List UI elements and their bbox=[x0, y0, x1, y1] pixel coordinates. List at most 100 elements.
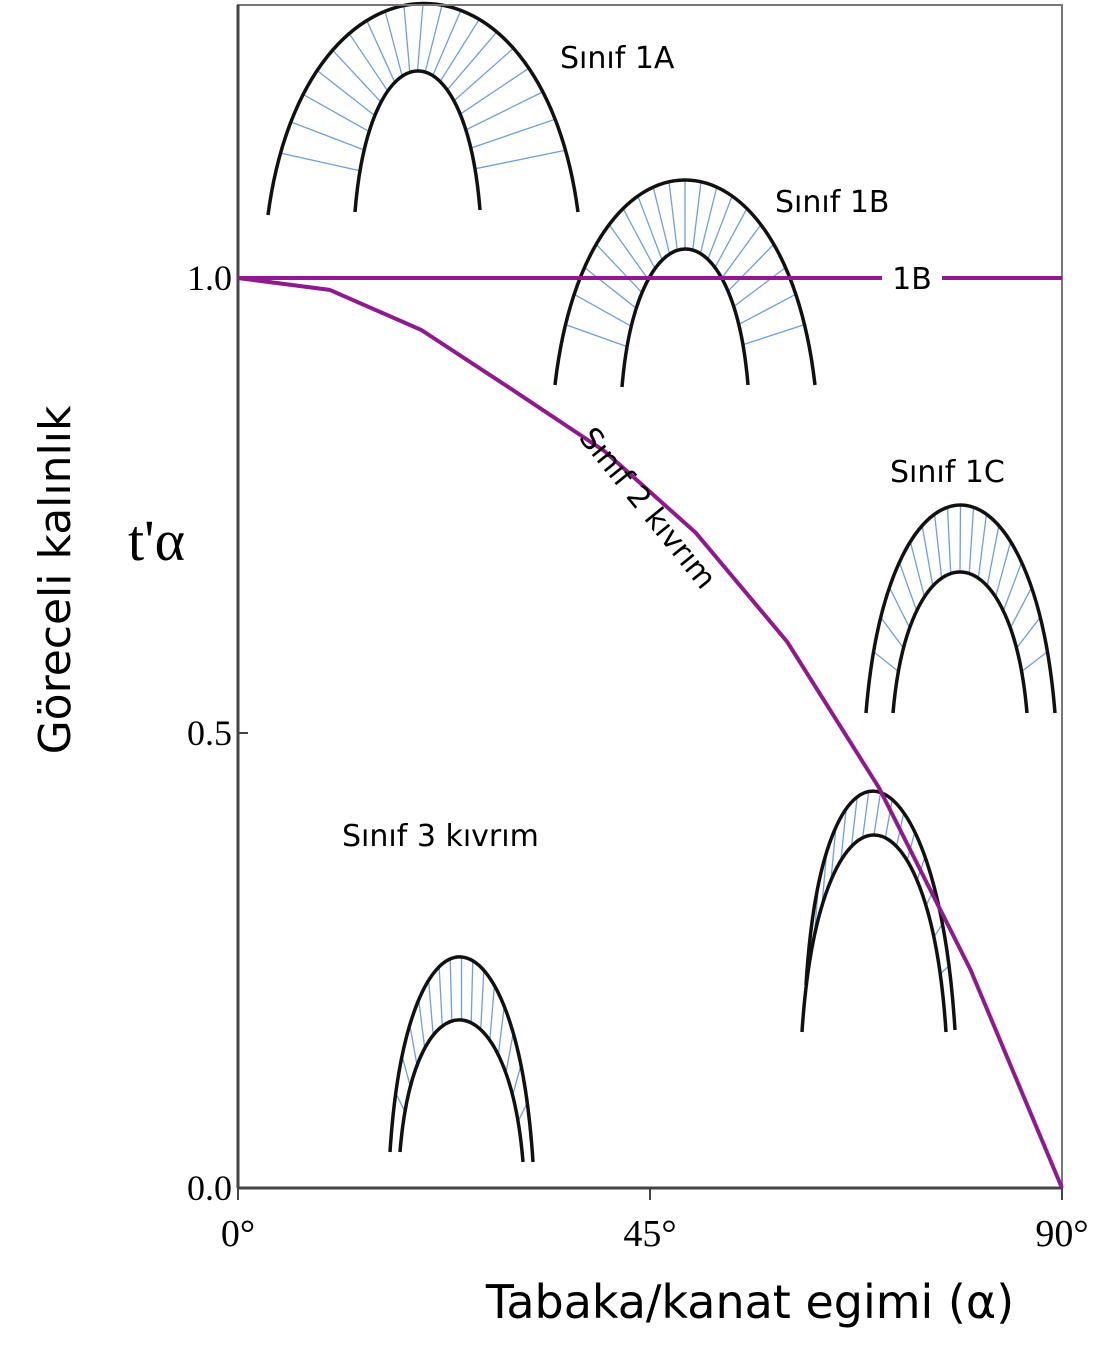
fold-isogon bbox=[668, 181, 678, 251]
fold-isogon bbox=[280, 152, 361, 172]
fold-isogon bbox=[830, 827, 837, 881]
fold-isogon bbox=[595, 243, 643, 294]
label-bg bbox=[882, 258, 942, 298]
fold-isogon bbox=[401, 1056, 412, 1087]
fold-isogon bbox=[470, 118, 556, 149]
fold-isogon bbox=[721, 224, 762, 279]
fold-isogon bbox=[438, 966, 443, 1027]
fold-isogon bbox=[933, 514, 943, 579]
fold-isogon bbox=[395, 1093, 406, 1113]
y-symbol: t'α bbox=[128, 508, 185, 573]
fold-isogon bbox=[742, 324, 805, 346]
fold-isogon bbox=[608, 224, 649, 280]
fold-isogon bbox=[994, 541, 1012, 598]
fold-layer bbox=[553, 178, 817, 386]
x-axis-label: Tabaka/kanat egimi (α) bbox=[485, 1275, 1014, 1329]
x-tick-label: 90° bbox=[1035, 1213, 1088, 1255]
fold-isogon bbox=[909, 541, 926, 598]
fold-isogon bbox=[511, 1064, 522, 1096]
fold-isogon bbox=[906, 831, 916, 861]
fold-isogon bbox=[959, 504, 962, 573]
fold-isogon bbox=[302, 93, 370, 133]
fold-isogon bbox=[432, 10, 462, 76]
fold-isogon bbox=[977, 514, 988, 579]
fold-isogon bbox=[418, 999, 426, 1049]
fold-isogon bbox=[480, 970, 485, 1030]
fold-isogon bbox=[692, 181, 702, 251]
fold-isogon bbox=[652, 186, 671, 255]
fold-isogon bbox=[446, 31, 498, 91]
fold-isogon bbox=[497, 1006, 505, 1055]
plot-frame bbox=[237, 4, 1063, 1189]
fold-isogon bbox=[366, 20, 396, 83]
fold-isogon bbox=[873, 792, 882, 836]
fold-isogon bbox=[316, 69, 376, 117]
fold-isogon bbox=[733, 266, 786, 308]
fold-isogon bbox=[727, 243, 775, 292]
fold-isogon bbox=[348, 33, 389, 92]
fold-isogon bbox=[505, 1032, 514, 1074]
fold-isogon bbox=[474, 149, 566, 170]
x-tick-label: 0° bbox=[221, 1213, 255, 1255]
fold-layer bbox=[266, 1, 580, 216]
fold-isogon bbox=[424, 4, 443, 73]
fold-isogon bbox=[986, 525, 1000, 587]
fold-isogon bbox=[1009, 587, 1033, 629]
series-label: 1B bbox=[892, 262, 932, 297]
fold-layer bbox=[800, 833, 948, 1033]
fold-isogon bbox=[290, 121, 365, 151]
x-tick-label: 45° bbox=[623, 1213, 676, 1255]
y-axis-label: Göreceli kalınlık bbox=[30, 405, 81, 754]
fold-isogon bbox=[517, 1102, 528, 1122]
fold-isogon bbox=[714, 208, 748, 268]
y-tick-label: 1.0 bbox=[187, 258, 232, 298]
fold-isogon bbox=[1021, 651, 1048, 673]
fold-isogon bbox=[439, 19, 480, 82]
annotation: Sınıf 1C bbox=[890, 455, 1005, 490]
fold-isogon bbox=[840, 808, 847, 861]
fold-isogon bbox=[880, 616, 905, 649]
fold-isogon bbox=[416, 3, 424, 72]
fold-isogon bbox=[888, 587, 911, 629]
fold-layer bbox=[804, 789, 957, 1031]
series-label: Sınıf 2 kıvrım bbox=[572, 421, 723, 596]
fold-isogon bbox=[738, 293, 797, 326]
fold-layer bbox=[388, 955, 535, 1163]
fold-isogon bbox=[403, 5, 411, 73]
fold-layer bbox=[620, 247, 750, 388]
fold-layer bbox=[864, 503, 1057, 714]
fold-isogon bbox=[699, 186, 718, 254]
fold-isogon bbox=[470, 960, 474, 1023]
fold-isogon bbox=[921, 525, 934, 587]
y-tick-label: 0.5 bbox=[187, 713, 232, 753]
series-line bbox=[237, 276, 1064, 1189]
fold-isogon bbox=[968, 507, 975, 574]
fold-isogon bbox=[409, 1024, 418, 1066]
fold-isogon bbox=[1015, 616, 1041, 649]
fold-isogon bbox=[861, 791, 870, 838]
fold-layer bbox=[891, 570, 1029, 714]
annotation: Sınıf 3 kıvrım bbox=[342, 819, 539, 854]
fold-isogon bbox=[1002, 562, 1023, 612]
fold-isogon bbox=[898, 562, 918, 612]
annotation: Sınıf 1B bbox=[775, 185, 890, 220]
fold-isogon bbox=[459, 67, 530, 115]
fold-isogon bbox=[622, 208, 656, 269]
fold-isogon bbox=[427, 980, 434, 1036]
annotation: Sınıf 1A bbox=[560, 41, 675, 76]
fold-isogon bbox=[465, 91, 544, 131]
fold-isogon bbox=[946, 507, 952, 574]
fold-isogon bbox=[489, 985, 496, 1041]
fold-isogon bbox=[637, 195, 663, 261]
fold-isogon bbox=[850, 796, 858, 847]
fold-isogon bbox=[933, 923, 943, 938]
fold-isogon bbox=[573, 293, 632, 327]
fold-isogon bbox=[584, 266, 637, 309]
fold-layer bbox=[353, 69, 482, 213]
fold-isogon bbox=[453, 47, 514, 102]
y-tick-label: 0.0 bbox=[187, 1168, 232, 1208]
fold-isogon bbox=[384, 11, 403, 77]
fold-isogon bbox=[449, 958, 453, 1022]
plot: 0.0 0.5 1.0 0° 45° 90° 1B Sınıf 2 kıvrım bbox=[187, 258, 1089, 1255]
